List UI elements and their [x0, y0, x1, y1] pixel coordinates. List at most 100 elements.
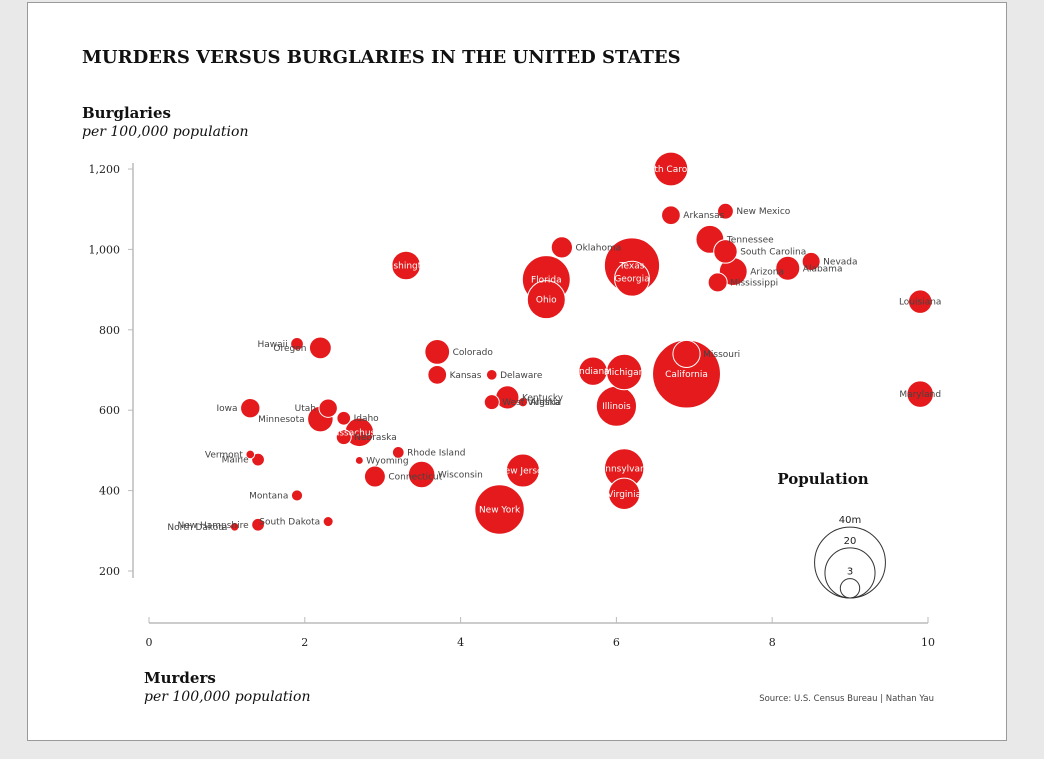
point-south-dakota — [322, 516, 334, 528]
point-kansas — [427, 364, 448, 385]
x-tick-label: 0 — [146, 636, 153, 649]
label-new-mexico: New Mexico — [736, 207, 790, 217]
legend-label: 3 — [847, 567, 853, 578]
label-indiana: Indiana — [576, 367, 609, 377]
x-tick-label: 4 — [457, 636, 464, 649]
point-south-carolina — [713, 239, 738, 264]
label-florida: Florida — [531, 276, 562, 286]
label-rhode-island: Rhode Island — [407, 448, 465, 458]
x-axis-title: Murders — [144, 669, 216, 687]
label-texas: Texas — [619, 261, 645, 271]
point-iowa — [240, 397, 261, 419]
point-wyoming — [354, 455, 364, 465]
point-north-carolina — [653, 151, 689, 187]
label-montana: Montana — [249, 491, 288, 501]
legend-circle — [839, 578, 861, 599]
point-oregon — [308, 336, 332, 360]
label-nevada: Nevada — [823, 257, 857, 267]
label-missouri: Missouri — [703, 350, 740, 360]
label-washington: Washington — [380, 261, 433, 271]
y-tick-label: 400 — [99, 485, 120, 498]
label-kentucky: Kentucky — [522, 393, 564, 403]
label-delaware: Delaware — [500, 371, 543, 381]
y-tick-label: 800 — [99, 324, 120, 337]
label-arizona: Arizona — [750, 268, 784, 278]
x-tick-label: 8 — [769, 636, 776, 649]
label-north-carolina: North Carolina — [638, 165, 703, 175]
label-wyoming: Wyoming — [366, 456, 408, 466]
label-massachusetts: Massachusetts — [326, 428, 393, 438]
point-vermont — [245, 449, 256, 460]
y-tick-label: 600 — [99, 404, 120, 417]
label-hawaii: Hawaii — [257, 340, 287, 350]
point-mississippi — [707, 272, 728, 293]
point-virginia — [608, 477, 641, 510]
legend-title: Population — [777, 470, 868, 488]
label-georgia: Georgia — [614, 275, 649, 285]
point-delaware — [485, 369, 498, 381]
label-minnesota: Minnesota — [258, 415, 304, 425]
y-axis-title: Burglaries — [82, 104, 171, 122]
label-alabama: Alabama — [803, 264, 843, 274]
label-kansas: Kansas — [450, 371, 482, 381]
label-tennessee: Tennessee — [726, 235, 774, 245]
point-labels: North Carolina New Mexico Arkansas Tennesse… — [167, 165, 941, 533]
chart-title: MURDERS VERSUS BURGLARIES IN THE UNITED … — [82, 47, 681, 68]
point-north-dakota — [229, 521, 240, 532]
label-new-hampshire: New Hampshire — [177, 521, 249, 531]
x-axis-subtitle: per 100,000 population — [144, 689, 310, 705]
point-georgia — [614, 260, 650, 297]
point-missouri — [672, 339, 701, 369]
label-nebraska: Nebraska — [354, 433, 396, 443]
label-california: California — [665, 370, 708, 380]
x-tick-label: 2 — [301, 636, 308, 649]
label-michigan: Michigan — [604, 368, 644, 378]
y-axis-subtitle: per 100,000 population — [82, 124, 248, 140]
source-note: Source: U.S. Census Bureau | Nathan Yau — [759, 694, 934, 704]
label-south-dakota: South Dakota — [259, 518, 320, 528]
label-illinois: Illinois — [602, 402, 631, 412]
label-idaho: Idaho — [354, 414, 380, 424]
point-colorado — [424, 339, 451, 365]
population-legend: Population 40m 20 3 — [777, 470, 886, 599]
point-utah — [318, 398, 338, 418]
point-louisiana — [907, 289, 933, 314]
point-washington — [391, 250, 421, 281]
data-points — [229, 151, 934, 535]
label-new-york: New York — [479, 505, 521, 515]
point-new-mexico — [717, 202, 734, 220]
label-virginia: Virginia — [607, 490, 641, 500]
label-north-dakota: North Dakota — [167, 523, 227, 533]
point-maine — [251, 452, 265, 467]
point-oklahoma — [550, 236, 573, 259]
y-tick-label: 200 — [99, 565, 120, 578]
legend-label: 20 — [844, 536, 857, 547]
point-wisconsin — [407, 460, 436, 489]
point-nevada — [801, 251, 821, 271]
point-ohio — [526, 280, 566, 320]
label-alaska: Alaska — [531, 398, 560, 408]
label-wisconsin: Wisconsin — [438, 471, 483, 481]
point-idaho — [336, 410, 352, 426]
point-indiana — [578, 356, 608, 386]
point-west-virginia — [483, 394, 500, 411]
label-maine: Maine — [222, 456, 249, 466]
point-new-york — [474, 484, 525, 535]
label-ohio: Ohio — [536, 296, 557, 306]
point-nebraska — [335, 429, 352, 446]
point-alaska — [517, 396, 529, 408]
label-colorado: Colorado — [453, 348, 494, 358]
label-oregon: Oregon — [273, 344, 306, 354]
point-new-hampshire — [251, 517, 265, 532]
label-maryland: Maryland — [899, 390, 941, 400]
legend-label: 40m — [839, 515, 861, 526]
label-louisiana: Louisiana — [899, 298, 942, 308]
label-west-virginia: West Virginia — [502, 398, 561, 408]
y-tick-label: 1,000 — [89, 243, 121, 256]
point-connecticut — [363, 465, 386, 488]
point-maryland — [906, 380, 934, 408]
label-new-jersey: New Jersey — [498, 467, 549, 477]
point-arkansas — [661, 205, 681, 226]
chart-card: MURDERS VERSUS BURGLARIES IN THE UNITED … — [27, 2, 1007, 741]
x-tick-label: 6 — [613, 636, 620, 649]
